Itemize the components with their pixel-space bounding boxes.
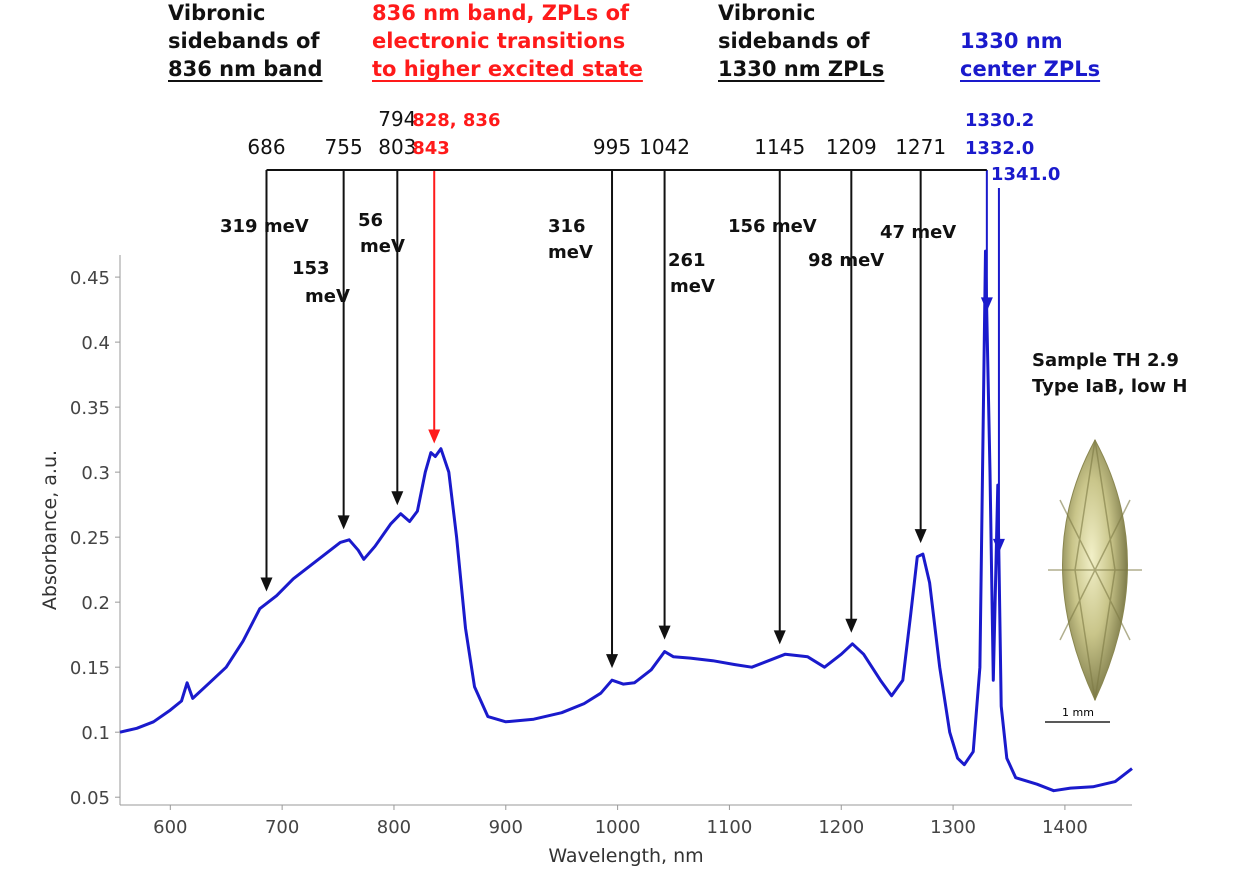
arrow-label: 794 (378, 107, 416, 131)
scale-bar-label: 1 mm (1062, 706, 1094, 719)
arrow-label: 1330.2 (965, 110, 1034, 131)
x-tick-label: 1000 (595, 817, 641, 838)
group-heading: to higher excited state (372, 57, 643, 81)
arrow-label: 1042 (639, 135, 690, 159)
spectrum-line (119, 249, 1133, 793)
y-tick-label: 0.45 (70, 268, 110, 289)
arrow-label: 1209 (826, 135, 877, 159)
arrow-head (914, 529, 927, 544)
energy-label: 98 meV (808, 250, 884, 271)
y-tick-label: 0.4 (81, 333, 110, 354)
energy-label: 319 meV (220, 216, 309, 237)
y-tick-label: 0.2 (81, 593, 110, 614)
gem-photo (1045, 438, 1142, 723)
group-heading: sidebands of (168, 29, 320, 53)
energy-label: meV (360, 236, 405, 257)
y-tick-label: 0.05 (70, 788, 110, 809)
y-tick-label: 0.1 (81, 723, 110, 744)
arrow-head (428, 429, 441, 444)
arrow-label: 803 (378, 135, 416, 159)
arrow-label: 1271 (895, 135, 946, 159)
x-tick-label: 1200 (818, 817, 864, 838)
group-heading: electronic transitions (372, 29, 625, 53)
arrow-head (845, 618, 858, 633)
x-tick-label: 1400 (1042, 817, 1088, 838)
y-tick-label: 0.15 (70, 658, 110, 679)
energy-label: 261 (668, 250, 706, 271)
x-tick-label: 1100 (707, 817, 753, 838)
group-heading: Vibronic (168, 1, 266, 25)
sample-label: Type IaB, low H (1032, 376, 1187, 397)
arrow-head (773, 630, 786, 645)
arrow-head (260, 577, 273, 592)
energy-label: meV (305, 286, 350, 307)
group-heading: sidebands of (718, 29, 870, 53)
y-axis-label: Absorbance, a.u. (39, 450, 61, 610)
x-tick-label: 900 (489, 817, 523, 838)
energy-label: 316 (548, 216, 586, 237)
energy-label: 156 meV (728, 216, 817, 237)
arrow-label: 686 (247, 135, 285, 159)
arrow-label: 843 (412, 138, 450, 159)
energy-label: meV (670, 276, 715, 297)
arrow-head (658, 625, 671, 640)
energy-label: 56 (358, 210, 383, 231)
group-heading: Vibronic (718, 1, 816, 25)
arrow-label: 1145 (754, 135, 805, 159)
group-heading: 1330 nm (960, 29, 1063, 53)
y-tick-label: 0.35 (70, 398, 110, 419)
arrow-head (337, 515, 350, 530)
y-tick-label: 0.25 (70, 528, 110, 549)
energy-label: meV (548, 242, 593, 263)
arrow-label: 755 (325, 135, 363, 159)
x-axis-label: Wavelength, nm (548, 845, 703, 867)
x-tick-label: 1300 (930, 817, 976, 838)
arrow-head (391, 491, 404, 506)
sample-label: Sample TH 2.9 (1032, 350, 1179, 371)
arrow-head (980, 297, 993, 312)
x-tick-label: 600 (153, 817, 187, 838)
group-heading: 836 nm band (168, 57, 322, 81)
energy-label: 153 (292, 258, 330, 279)
group-heading: center ZPLs (960, 57, 1100, 81)
arrow-label: 995 (593, 135, 631, 159)
group-heading: 836 nm band, ZPLs of (372, 1, 630, 25)
group-heading: 1330 nm ZPLs (718, 57, 884, 81)
arrow-label: 1341.0 (991, 164, 1060, 185)
arrow-head (992, 538, 1005, 553)
arrow-head (606, 654, 619, 669)
energy-label: 47 meV (880, 222, 956, 243)
arrow-label: 828, 836 (412, 110, 500, 131)
x-tick-label: 700 (265, 817, 299, 838)
y-tick-label: 0.3 (81, 463, 110, 484)
x-tick-label: 800 (377, 817, 411, 838)
arrow-label: 1332.0 (965, 138, 1034, 159)
